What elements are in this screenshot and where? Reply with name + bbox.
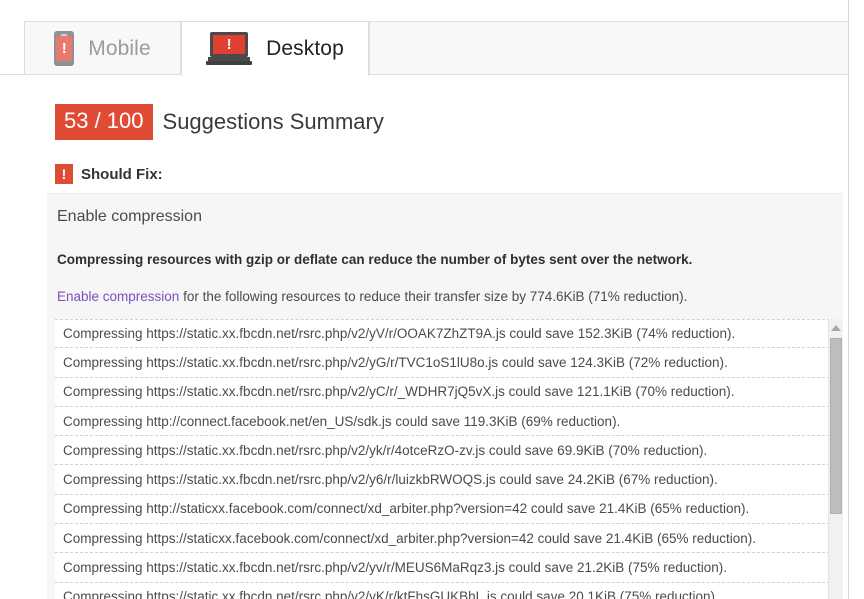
tab-desktop-label: Desktop <box>266 36 344 60</box>
score-badge: 53 / 100 <box>55 104 153 140</box>
exclamation-glyph: ! <box>226 35 232 53</box>
scrollbar-thumb[interactable] <box>830 338 842 514</box>
tab-bar-left-filler <box>0 21 24 75</box>
rule-summary: Compressing resources with gzip or defla… <box>57 252 693 267</box>
resource-row: Compressing https://static.xx.fbcdn.net/… <box>55 436 835 466</box>
rule-detail-rest: for the following resources to reduce th… <box>179 289 688 304</box>
suggestions-summary-header: 53 / 100 Suggestions Summary <box>55 104 384 140</box>
should-fix-label: Should Fix: <box>81 165 163 183</box>
enable-compression-link[interactable]: Enable compression <box>57 289 180 304</box>
tab-bar: ! Mobile ! Desktop <box>0 0 848 76</box>
tab-mobile[interactable]: ! Mobile <box>24 21 181 75</box>
laptop-screen: ! <box>213 34 246 54</box>
resource-row: Compressing https://static.xx.fbcdn.net/… <box>55 319 835 349</box>
tab-mobile-label: Mobile <box>88 36 151 60</box>
phone-screen: ! <box>56 36 73 61</box>
rule-name[interactable]: Enable compression <box>57 208 202 225</box>
page-edge-divider <box>848 0 849 599</box>
phone-speaker-detail <box>60 33 68 36</box>
rule-detail: Enable compression for the following res… <box>57 289 687 304</box>
tab-desktop[interactable]: ! Desktop <box>181 21 369 76</box>
exclamation-glyph: ! <box>61 40 67 57</box>
warning-exclamation-icon: ! <box>55 164 73 184</box>
tab-bar-baseline <box>0 74 848 75</box>
scroll-up-arrow-icon[interactable] <box>829 319 843 336</box>
laptop-base-lower <box>206 60 253 65</box>
triangle-up-glyph <box>831 324 841 331</box>
page-right-gutter <box>849 0 864 599</box>
resource-list-scrollbar[interactable] <box>828 319 843 599</box>
resource-row: Compressing https://static.xx.fbcdn.net/… <box>55 377 835 407</box>
resource-row: Compressing https://static.xx.fbcdn.net/… <box>55 582 835 599</box>
suggestion-enable-compression: Enable compression Compressing resources… <box>47 193 843 599</box>
mobile-phone-error-icon: ! <box>54 31 75 66</box>
should-fix-header: ! Should Fix: <box>55 164 163 184</box>
content-area: 53 / 100 Suggestions Summary ! Should Fi… <box>0 75 848 599</box>
resource-row: Compressing http://staticxx.facebook.com… <box>55 494 835 525</box>
resource-row: Compressing https://staticxx.facebook.co… <box>55 524 835 554</box>
resource-list[interactable]: Compressing https://static.xx.fbcdn.net/… <box>55 319 835 599</box>
resource-row: Compressing https://static.xx.fbcdn.net/… <box>55 348 835 378</box>
laptop-error-icon: ! <box>206 31 253 66</box>
laptop-lid: ! <box>210 31 249 57</box>
resource-row: Compressing https://static.xx.fbcdn.net/… <box>55 553 835 583</box>
page-title: Suggestions Summary <box>162 109 384 134</box>
resource-row: Compressing https://static.xx.fbcdn.net/… <box>55 465 835 495</box>
tab-bar-right-filler <box>369 21 848 75</box>
resource-row: Compressing http://connect.facebook.net/… <box>55 406 835 437</box>
laptop-base-upper <box>208 56 251 61</box>
